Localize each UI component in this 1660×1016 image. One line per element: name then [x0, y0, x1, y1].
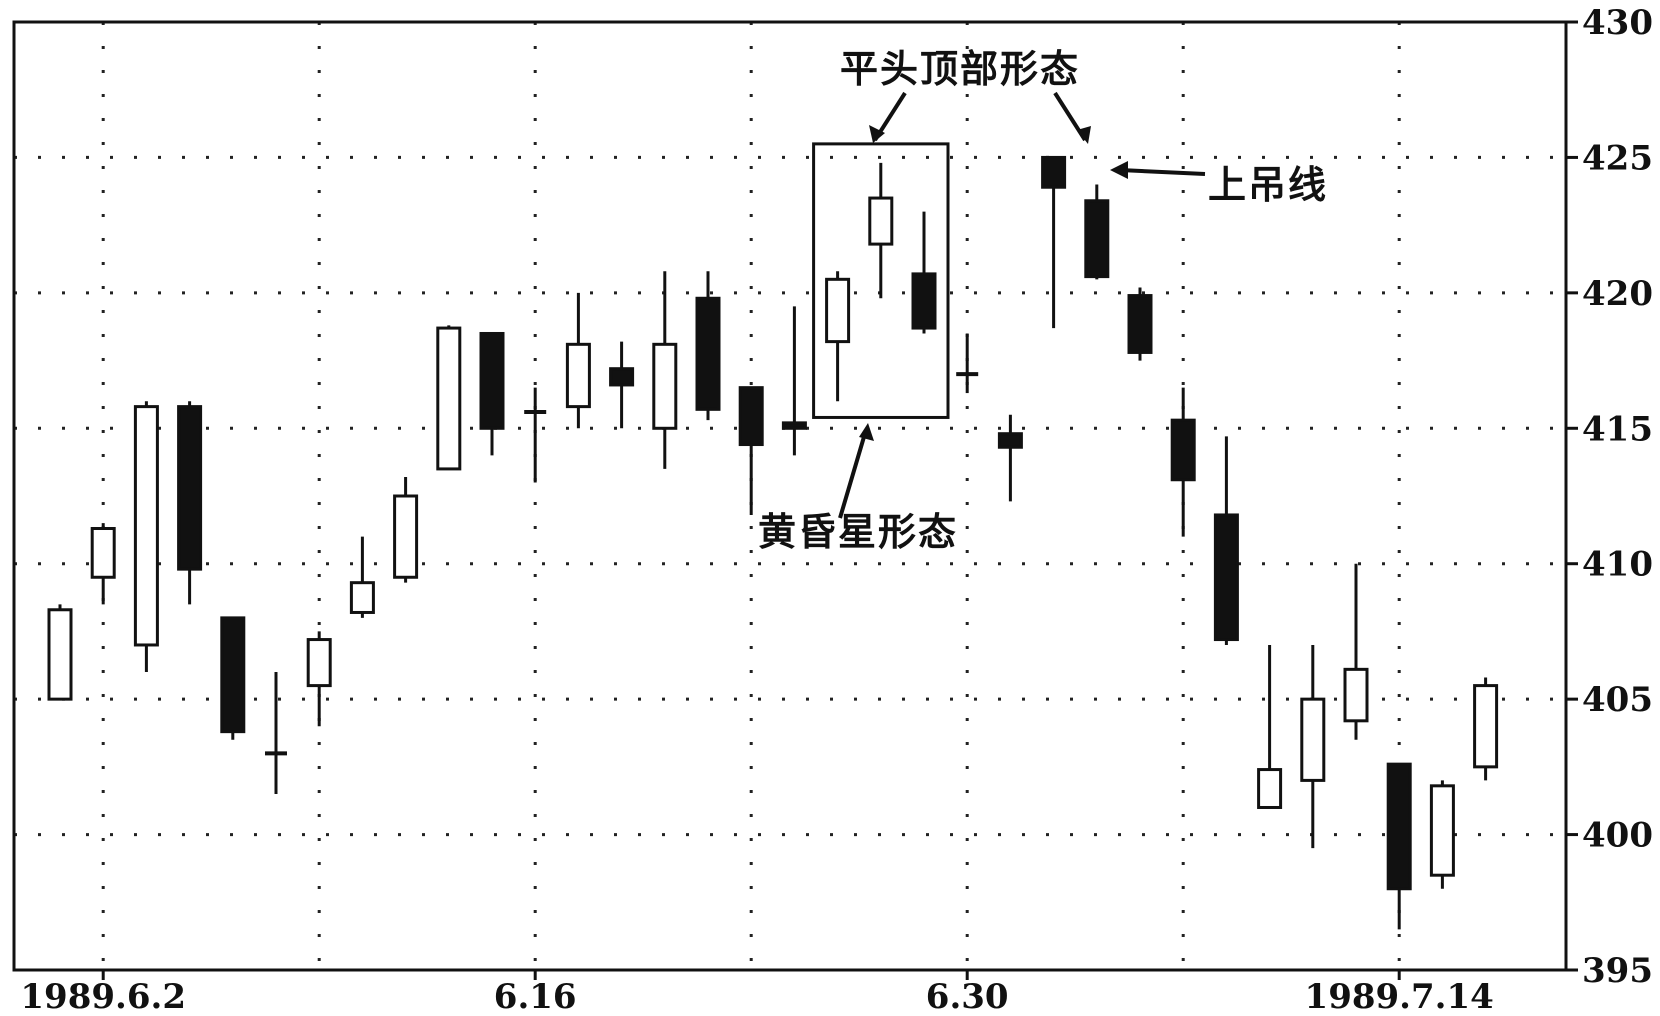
candle-body-down [1127, 294, 1153, 354]
y-axis-ticks: 395 400 405 410 415 420 425 430 [1566, 3, 1653, 991]
evening-star-arrowhead [859, 423, 874, 441]
candle [524, 387, 547, 483]
annotations: 平头顶部形态 上吊线 黄昏星形态 [758, 47, 1328, 554]
candle-body-up [90, 527, 116, 579]
candle [652, 271, 678, 469]
candle [1127, 287, 1153, 361]
candle [1386, 762, 1412, 930]
plot-frame [12, 20, 1568, 972]
evening-star-arrow [838, 429, 868, 519]
candle [565, 292, 591, 429]
candle-body-down [1213, 513, 1239, 642]
candle-body-up [306, 638, 332, 688]
candle-body-up [1257, 768, 1283, 809]
candle [436, 325, 462, 471]
candle [1213, 436, 1239, 645]
candle [1300, 644, 1326, 849]
candle-body-up [1343, 667, 1369, 723]
candle-body-up [1429, 784, 1455, 877]
candle [1473, 677, 1499, 781]
candle [1084, 184, 1110, 280]
y-tick-label: 415 [1582, 409, 1653, 449]
candle [1041, 155, 1067, 329]
candle-body-down [220, 616, 246, 734]
y-tick-label: 400 [1582, 816, 1653, 856]
candle [695, 271, 721, 421]
candle [133, 401, 159, 673]
candle-body-up [565, 342, 591, 409]
x-axis-ticks: 1989.6.2 6.16 6.30 1989.7.14 [20, 970, 1494, 1016]
candle [1257, 644, 1283, 809]
evening-star-box [812, 142, 950, 419]
y-tick-label: 430 [1582, 3, 1653, 43]
candle-body-up [868, 196, 894, 246]
candle-body-down [1084, 199, 1110, 279]
candle [479, 331, 505, 456]
candle-body-up [1300, 697, 1326, 782]
candle [781, 306, 807, 456]
candle [997, 414, 1023, 502]
candle [1429, 780, 1455, 889]
candle [1170, 387, 1196, 537]
candle-body-down [479, 331, 505, 430]
flat-top-label: 平头顶部形态 [840, 47, 1080, 91]
y-tick-label: 420 [1582, 274, 1653, 314]
candle [306, 631, 332, 727]
flat-top-arrowhead-left [869, 125, 885, 143]
y-tick-label: 405 [1582, 680, 1653, 720]
candle-body-down [911, 272, 937, 330]
y-tick-label: 410 [1582, 545, 1653, 585]
candle-body-up [393, 494, 419, 579]
y-tick-label: 425 [1582, 138, 1653, 178]
candle-body-down [738, 386, 764, 447]
candle-body-down [1170, 418, 1196, 482]
candle-body-down [695, 296, 721, 411]
x-tick-label: 1989.6.2 [20, 977, 186, 1016]
candle-body-down [781, 421, 807, 430]
x-tick-label: 6.30 [926, 977, 1009, 1016]
y-tick-label: 395 [1582, 951, 1653, 991]
candle [393, 477, 419, 583]
candle [177, 401, 203, 605]
candle-body-down [177, 405, 203, 571]
candles [47, 155, 1499, 930]
candle-body-down [997, 432, 1023, 449]
hanging-man-arrow [1119, 168, 1206, 176]
x-tick-label: 1989.7.14 [1305, 977, 1494, 1016]
candle [1343, 563, 1369, 740]
candle-body-up [825, 277, 851, 344]
candle [265, 672, 287, 794]
candle-body-down [609, 367, 635, 387]
flat-top-arrowhead-right [1077, 126, 1091, 144]
candle [956, 333, 979, 394]
candle [90, 523, 116, 605]
candle-body-up [436, 326, 462, 471]
x-tick-label: 6.16 [494, 977, 577, 1016]
candle-body-up [1473, 684, 1499, 769]
candle [47, 604, 73, 701]
candle [349, 536, 375, 618]
candle [911, 211, 937, 334]
candle-body-down [1386, 762, 1412, 891]
hanging-man-arrowhead [1110, 161, 1128, 179]
hanging-man-label: 上吊线 [1208, 163, 1328, 207]
candle-body-up [133, 405, 159, 647]
candle-body-up [47, 608, 73, 701]
evening-star-label: 黄昏星形态 [758, 510, 958, 554]
candle-body-up [652, 342, 678, 430]
candle [825, 271, 851, 402]
candle [220, 616, 246, 740]
candle-body-down [1041, 155, 1067, 189]
candle [868, 162, 894, 299]
candle [609, 341, 635, 429]
candle [738, 386, 764, 515]
grid-lines [14, 22, 1566, 970]
candle-body-up [349, 581, 375, 614]
